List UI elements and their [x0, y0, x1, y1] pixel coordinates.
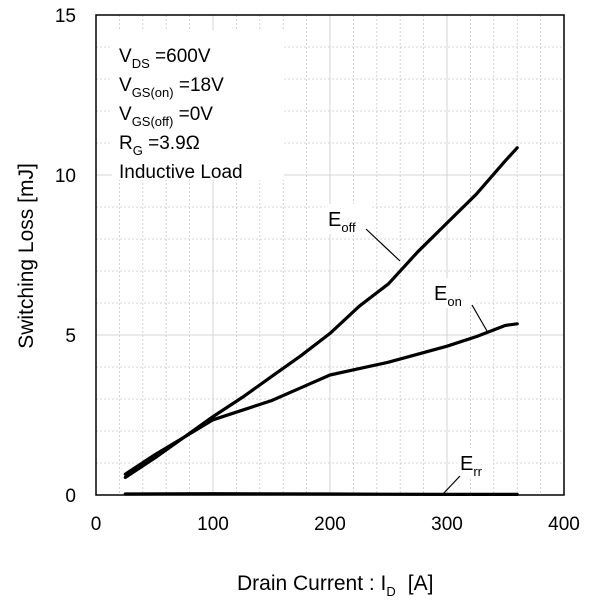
curve-label-leader: [365, 228, 401, 262]
y-tick-label: 0: [65, 486, 76, 507]
curve-label-eon: Eon: [434, 283, 462, 309]
x-axis-title: Drain Current : ID [A]: [237, 572, 433, 599]
y-tick-label: 15: [55, 6, 76, 27]
curve-label-leader: [441, 475, 461, 496]
x-tick-label: 400: [548, 514, 580, 535]
y-tick-label: 10: [55, 166, 76, 187]
x-axis-title-main: Drain Current : I: [237, 572, 386, 595]
curve-label-bg: [431, 278, 475, 308]
plot-frame: [95, 14, 565, 496]
curve-label-err: Err: [460, 453, 483, 479]
curve-label-bg: [457, 448, 493, 478]
x-tick-label: 100: [197, 514, 229, 535]
curve-labels: Eoff Eon Err: [325, 204, 493, 496]
series-line-eon: [123, 322, 519, 476]
y-axis-title: Switching Loss [mJ]: [15, 163, 38, 349]
x-tick-label: 0: [91, 514, 102, 535]
series-line-eoff: [123, 146, 519, 479]
x-tick-label: 300: [431, 514, 463, 535]
condition-line: RG =3.9Ω: [119, 133, 200, 158]
x-axis-title-unit: [A]: [408, 572, 434, 595]
x-tick-label: 200: [314, 514, 346, 535]
tick-labels: 0 100 200 300 400 0 5 10 15: [55, 6, 580, 535]
y-tick-label: 5: [65, 326, 76, 347]
condition-line: VDS =600V: [119, 46, 211, 71]
conditions-box: VDS =600V VGS(on) =18V VGS(off) =0V RG =3.9…: [112, 30, 284, 183]
condition-line: VGS(off) =0V: [119, 104, 213, 129]
conditions-box-bg: [112, 30, 284, 180]
curve-label-leader: [471, 304, 488, 332]
curve-label-eoff: Eoff: [328, 209, 356, 235]
condition-line: Inductive Load: [119, 162, 243, 183]
series-lines: [123, 146, 519, 496]
curve-label-bg: [325, 204, 371, 234]
x-axis-title-sub: D: [386, 584, 395, 599]
condition-line: VGS(on) =18V: [119, 75, 224, 100]
